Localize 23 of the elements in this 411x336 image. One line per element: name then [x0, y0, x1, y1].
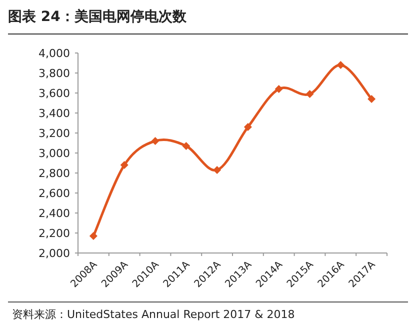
point — [244, 123, 252, 131]
chart-title: 图表 24：美国电网停电次数 — [8, 8, 188, 25]
y-tick-label: 3,000 — [38, 147, 70, 160]
point — [213, 166, 222, 174]
y-tick-label: 3,800 — [38, 67, 70, 80]
point — [89, 232, 98, 240]
text: 资料来源：UnitedStates Annual Report 2017 & 2018 — [12, 308, 295, 321]
point — [368, 95, 376, 103]
y-tick-label: 2,000 — [38, 247, 70, 260]
point — [306, 90, 314, 98]
point — [336, 61, 345, 69]
y-tick-label: 3,200 — [38, 127, 70, 140]
point — [120, 161, 128, 169]
point — [151, 137, 160, 145]
y-tick-label: 3,600 — [38, 87, 70, 100]
y-tick-label: 4,000 — [38, 47, 70, 60]
y-tick-label: 2,400 — [38, 207, 70, 220]
y-tick-label: 2,600 — [38, 187, 70, 200]
point — [274, 85, 283, 93]
y-tick-label: 2,200 — [38, 227, 70, 240]
point — [182, 142, 190, 150]
y-tick-label: 3,400 — [38, 107, 70, 120]
y-tick-label: 2,800 — [38, 167, 70, 180]
